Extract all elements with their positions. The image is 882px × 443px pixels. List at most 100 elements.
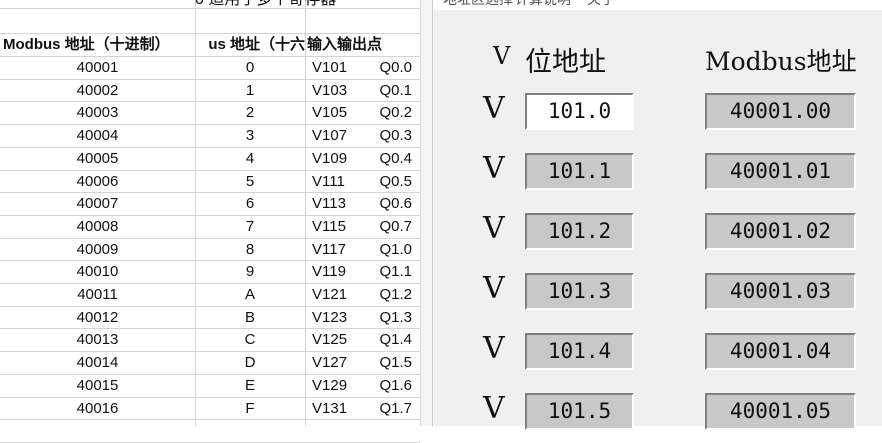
gridline — [0, 146, 420, 148]
cell-io-point[interactable]: Q1.3 — [379, 308, 412, 326]
cell-io-point[interactable]: Q0.5 — [379, 172, 412, 190]
cell-v-address[interactable]: V131 — [312, 399, 348, 417]
cell-v-address[interactable]: V129 — [312, 376, 348, 394]
menu-item[interactable]: 地址区选择 — [443, 0, 513, 9]
gridline — [0, 283, 420, 284]
menu-item[interactable]: 计算说明 — [515, 0, 571, 9]
cell-io-point[interactable]: Q0.0 — [379, 59, 412, 76]
cell-io-point[interactable]: Q1.1 — [379, 263, 412, 281]
cell-v-address[interactable]: V125 — [312, 331, 348, 349]
gridline — [0, 101, 420, 103]
cell-io-point[interactable]: Q0.6 — [379, 195, 412, 213]
cell-modbus-hex[interactable]: 9 — [245, 263, 255, 281]
cell-modbus-hex[interactable]: F — [245, 399, 255, 417]
cell-io-point[interactable]: Q0.1 — [379, 81, 412, 99]
cell-modbus-hex[interactable]: B — [244, 308, 255, 326]
cell-v-address[interactable]: V127 — [312, 354, 348, 372]
cell-v-address[interactable]: V103 — [312, 81, 348, 99]
modbus-address-field: 40001.04 — [705, 333, 856, 370]
scrollbar[interactable] — [420, 0, 432, 426]
gridline — [0, 328, 420, 330]
gridline — [0, 192, 420, 194]
gridline — [0, 8, 420, 9]
gridline — [0, 419, 420, 421]
cell-v-address[interactable]: V109 — [312, 149, 348, 167]
cell-modbus-hex[interactable]: E — [244, 376, 255, 394]
gridline — [305, 0, 306, 426]
cell-modbus-decimal[interactable]: 40002 — [76, 81, 119, 99]
cell-io-point[interactable]: Q1.0 — [379, 240, 412, 258]
cell-v-address[interactable]: V119 — [312, 263, 346, 281]
cell-modbus-hex[interactable]: A — [244, 286, 255, 303]
cell-modbus-decimal[interactable]: 40016 — [76, 399, 119, 417]
cell-io-point[interactable]: Q0.3 — [379, 127, 412, 145]
v-prefix-label: V — [483, 271, 505, 306]
cell-v-address[interactable]: V105 — [312, 104, 348, 122]
cell-v-address[interactable]: V111 — [312, 172, 345, 190]
cell-modbus-decimal[interactable]: 40003 — [76, 104, 119, 122]
cell-v-address[interactable]: V113 — [312, 195, 346, 213]
column-header[interactable]: 输入输出点 — [307, 36, 383, 53]
cell-modbus-hex[interactable]: 8 — [245, 240, 255, 258]
cell-io-point[interactable]: Q0.4 — [379, 149, 412, 167]
gridline — [0, 214, 420, 216]
gridline — [0, 169, 420, 171]
converter-window: 地址区选择计算说明 关于 V 位地址 Modbus地址 V 101.0 40001.0… — [432, 0, 882, 430]
gridline — [0, 373, 420, 375]
cell-io-point[interactable]: Q1.2 — [379, 286, 412, 303]
cell-modbus-decimal[interactable]: 40011 — [77, 286, 118, 303]
cell-modbus-hex[interactable]: 6 — [245, 195, 255, 213]
column-header[interactable]: Modbus 地址（十进制） — [3, 36, 170, 53]
v-prefix-label: V — [483, 91, 505, 126]
cell-modbus-hex[interactable]: C — [244, 331, 256, 349]
cell-modbus-decimal[interactable]: 40008 — [76, 217, 119, 235]
modbus-address-field: 40001.03 — [705, 273, 856, 310]
cell-modbus-decimal[interactable]: 40010 — [76, 263, 119, 281]
menu-item[interactable]: 关于 — [587, 0, 615, 9]
cell-modbus-decimal[interactable]: 40015 — [76, 376, 119, 394]
v-address-field: 101.2 — [525, 213, 634, 250]
cell-v-address[interactable]: V115 — [312, 217, 346, 235]
cell-modbus-hex[interactable]: 3 — [245, 127, 255, 145]
cell-modbus-hex[interactable]: 2 — [245, 104, 255, 122]
cell-v-address[interactable]: V107 — [312, 127, 348, 145]
v-prefix-label: V — [483, 391, 505, 426]
cell-modbus-decimal[interactable]: 40012 — [76, 308, 119, 326]
cell-modbus-hex[interactable]: 1 — [245, 81, 255, 99]
v-address-field: 101.1 — [525, 153, 634, 190]
cell-modbus-decimal[interactable]: 40004 — [76, 127, 119, 145]
cell-modbus-decimal[interactable]: 40014 — [76, 354, 119, 372]
cell-modbus-hex[interactable]: 7 — [245, 217, 255, 235]
v-prefix-label: V — [483, 151, 505, 186]
column-header[interactable]: us 地址（十六 — [208, 36, 305, 53]
cell-v-address[interactable]: V117 — [312, 240, 346, 258]
cell-modbus-hex[interactable]: 4 — [245, 149, 255, 167]
sheet-title: 0 适用于多个寄存器 — [195, 0, 420, 11]
cell-io-point[interactable]: Q1.5 — [379, 354, 412, 372]
v-header-prefix: V — [493, 42, 511, 70]
cell-io-point[interactable]: Q0.2 — [379, 104, 412, 122]
modbus-address-field: 40001.02 — [705, 213, 856, 250]
cell-modbus-decimal[interactable]: 40001 — [76, 59, 119, 76]
cell-modbus-hex[interactable]: D — [244, 354, 256, 372]
cell-modbus-decimal[interactable]: 40013 — [76, 331, 119, 349]
menu-bar: 地址区选择计算说明 关于 — [433, 0, 882, 10]
v-address-field[interactable]: 101.0 — [525, 93, 634, 130]
cell-io-point[interactable]: Q0.7 — [379, 217, 412, 235]
cell-io-point[interactable]: Q1.7 — [379, 399, 412, 417]
cell-modbus-hex[interactable]: 5 — [245, 172, 255, 190]
cell-modbus-decimal[interactable]: 40005 — [76, 149, 119, 167]
gridline — [0, 260, 420, 262]
cell-v-address[interactable]: V121 — [312, 286, 348, 303]
cell-v-address[interactable]: V101 — [312, 59, 348, 76]
cell-modbus-decimal[interactable]: 40006 — [76, 172, 119, 190]
gridline — [0, 78, 420, 80]
cell-modbus-decimal[interactable]: 40007 — [76, 195, 119, 213]
cell-modbus-decimal[interactable]: 40009 — [76, 240, 119, 258]
cell-io-point[interactable]: Q1.6 — [379, 376, 412, 394]
cell-modbus-hex[interactable]: 0 — [245, 59, 255, 76]
v-prefix-label: V — [483, 211, 505, 246]
cell-v-address[interactable]: V123 — [312, 308, 348, 326]
cell-io-point[interactable]: Q1.4 — [379, 331, 412, 349]
v-prefix-label: V — [483, 331, 505, 366]
